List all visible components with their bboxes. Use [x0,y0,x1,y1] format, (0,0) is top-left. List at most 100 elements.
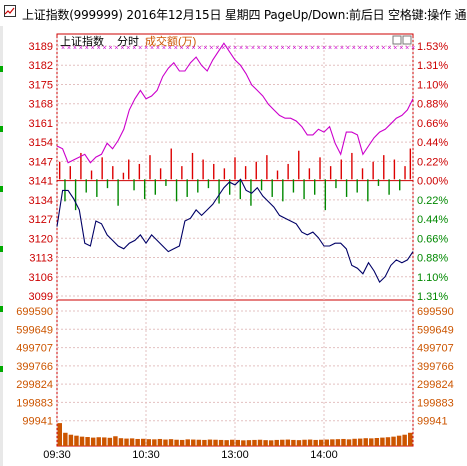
price-tick-label: 3127 [29,214,53,226]
trade-marker: × [186,45,190,52]
volume-tick-label: 699590 [16,306,53,318]
trade-marker: × [304,45,308,52]
left-strip-marker [0,66,3,72]
trade-marker: × [197,45,201,52]
volume-label: 成交额(万) [145,34,196,48]
trade-marker: × [233,45,237,52]
trade-marker: × [144,45,148,52]
price-tick-label: 3154 [29,137,53,149]
price-tick-label: 3099 [29,291,53,303]
price-tick-label: 3189 [29,41,53,53]
trade-marker: × [150,45,154,52]
index-name-label: 上证指数 [60,34,104,48]
volume-tick-label-right: 99941 [417,416,448,428]
volume-tick-label: 399766 [16,361,53,373]
pct-tick-label: 0.44% [417,214,448,226]
trade-marker: × [281,45,285,52]
left-strip-marker [0,186,3,192]
trade-marker: × [334,45,338,52]
pct-tick-label: 0.66% [417,118,448,130]
trade-marker: × [316,45,320,52]
volume-tick-label-right: 699590 [417,306,454,318]
panel-close-button [402,35,412,45]
trade-marker: × [156,45,160,52]
trade-marker: × [298,45,302,52]
trade-marker: × [322,45,326,52]
pct-tick-label: 0.00% [417,176,448,188]
volume-tick-label-right: 499707 [417,343,454,355]
pct-tick-label: 0.44% [417,137,448,149]
trade-marker: × [192,45,196,52]
trade-marker: × [174,45,178,52]
window-title: 上证指数(999999) 2016年12月15日 星期四 PageUp/Down… [22,8,467,22]
trade-marker: × [227,45,231,52]
left-strip-marker [0,126,3,132]
trade-marker: × [114,45,118,52]
trade-marker: × [411,45,415,52]
time-tick-label: 13:00 [221,449,249,461]
volume-tick-label-right: 299824 [417,379,454,391]
pct-tick-label: 1.10% [417,272,448,284]
price-tick-label: 3175 [29,79,53,91]
trade-marker: × [67,45,71,52]
trade-marker: × [375,45,379,52]
trade-marker: × [381,45,385,52]
volume-tick-label-right: 199883 [417,397,454,409]
app-icon [4,5,16,17]
trade-marker: × [180,45,184,52]
trade-marker: × [79,45,83,52]
volume-tick-label: 599649 [16,324,53,336]
time-tick-label: 09:30 [43,449,71,461]
pct-tick-label: 1.31% [417,60,448,72]
pct-tick-label: 0.88% [417,253,448,265]
trade-marker: × [393,45,397,52]
price-tick-label: 3168 [29,99,53,111]
volume-tick-label: 499707 [16,343,53,355]
panel-scroll-button [392,35,402,45]
trade-marker: × [209,45,213,52]
trade-marker: × [215,45,219,52]
price-line [56,178,414,284]
period-label: 分时 [117,35,139,48]
volume-tick-label: 99941 [22,416,53,428]
trade-marker: × [126,45,130,52]
trade-marker: × [97,45,101,52]
trade-marker: × [387,45,391,52]
left-strip-marker [0,366,3,372]
price-tick-label: 3161 [29,118,53,130]
time-tick-label: 14:00 [310,449,338,461]
pct-tick-label: 0.66% [417,233,448,245]
volume-tick-label-right: 599649 [417,324,454,336]
trade-marker: × [221,45,225,52]
pct-tick-label: 0.22% [417,156,448,168]
timeshare-chart: 上证指数 分时 成交额(万) × × × × × × × × × × × × × × × × × × × × × × × × × × ×… [0,26,454,466]
left-strip-marker [0,246,3,252]
trade-marker: × [275,45,279,52]
trade-marker: × [168,45,172,52]
price-tick-label: 3134 [29,195,53,207]
pct-tick-label: 1.10% [417,79,448,91]
volume-tick-label: 199883 [16,397,53,409]
trade-marker: × [310,45,314,52]
pct-tick-label: 0.22% [417,195,448,207]
trade-marker: × [120,45,124,52]
trade-marker: × [257,45,261,52]
price-tick-label: 3106 [29,272,53,284]
window-titlebar: 上证指数(999999) 2016年12月15日 星期四 PageUp/Down… [0,0,467,26]
volume-tick-label: 299824 [16,379,53,391]
trade-marker: × [61,45,65,52]
trade-marker: × [132,45,136,52]
trade-marker: × [85,45,89,52]
trade-marker: × [405,45,409,52]
volume-tick-label-right: 399766 [417,361,454,373]
trade-marker: × [263,45,267,52]
trade-marker: × [251,45,255,52]
pct-tick-label: 1.53% [417,41,448,53]
trade-marker: × [292,45,296,52]
price-tick-label: 3147 [29,156,53,168]
trade-marker: × [91,45,95,52]
trade-marker: × [286,45,290,52]
trade-marker: × [340,45,344,52]
trade-marker: × [73,45,77,52]
trade-marker: × [103,45,107,52]
